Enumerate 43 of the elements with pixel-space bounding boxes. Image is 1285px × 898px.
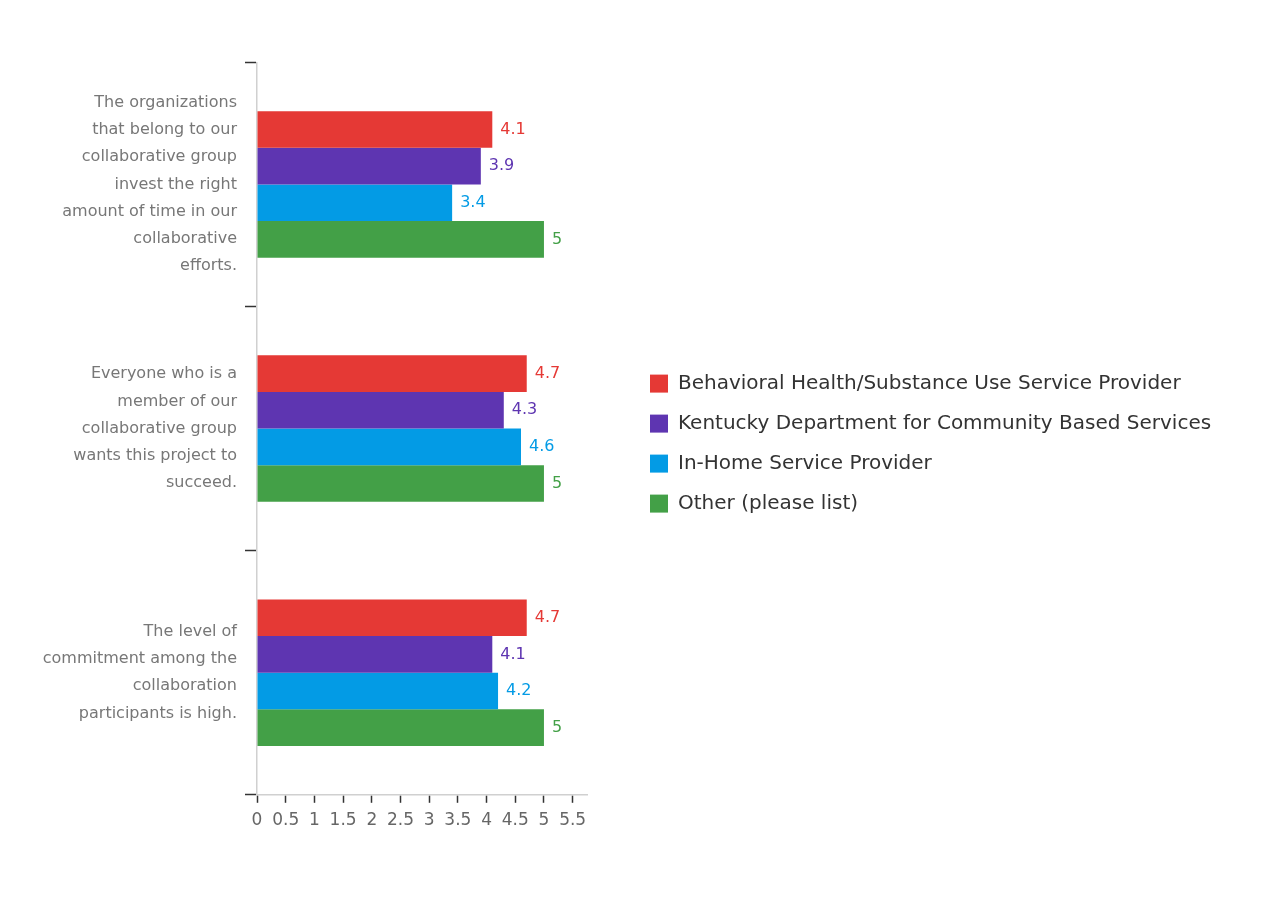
x-tick-label: 2 <box>366 809 378 830</box>
legend-label: In-Home Service Provider <box>678 449 933 474</box>
x-tick-label: 4.5 <box>501 809 529 830</box>
x-tick-label: 2.5 <box>386 809 414 830</box>
y-tick-label: The level of commitment among the collaboration participants is high. <box>42 621 238 722</box>
x-tick-label: 3.5 <box>444 809 472 830</box>
bar <box>257 147 481 185</box>
x-tick-label: 3 <box>423 809 435 830</box>
bar <box>257 465 544 502</box>
legend-label: Behavioral Health/Substance Use Service Provider <box>678 369 1182 394</box>
data-label: 3.4 <box>460 191 486 211</box>
x-tick-label: 4 <box>481 809 492 830</box>
data-label: 5 <box>551 228 563 248</box>
data-label: 5 <box>551 716 563 736</box>
bar <box>257 709 544 746</box>
bar <box>257 221 544 258</box>
bar <box>257 184 453 222</box>
data-label: 5 <box>551 472 563 492</box>
data-label: 3.9 <box>488 155 515 175</box>
bar <box>257 391 504 429</box>
bar <box>257 355 527 392</box>
x-tick-label: 0.5 <box>272 809 300 830</box>
data-label: 4.2 <box>506 680 532 700</box>
x-tick-label: 5 <box>538 809 550 830</box>
data-label: 4.1 <box>500 643 526 663</box>
x-tick-label: 5.5 <box>559 809 587 830</box>
bar <box>257 672 499 710</box>
y-tick-label: Everyone who is a member of our collaborative group wants this project to succeed. <box>73 363 238 492</box>
bar <box>257 636 493 673</box>
data-label: 4.1 <box>500 118 526 138</box>
x-tick-label: 1.5 <box>329 809 357 830</box>
data-label: 4.6 <box>529 436 555 456</box>
legend-label: Kentucky Department for Community Based Services <box>678 409 1212 434</box>
x-tick-label: 1 <box>308 809 320 830</box>
bar <box>257 111 493 148</box>
bar <box>257 428 521 466</box>
legend-label: Other (please list) <box>678 489 859 514</box>
data-label: 4.7 <box>534 606 561 626</box>
data-label: 4.7 <box>534 362 561 382</box>
y-tick-label: The organizations that belong to our collaborative group invest the right amount of time in our collaborative efforts. <box>62 92 238 275</box>
data-label: 4.3 <box>511 399 538 419</box>
bar <box>257 599 527 637</box>
x-tick-label: 0 <box>251 809 263 830</box>
